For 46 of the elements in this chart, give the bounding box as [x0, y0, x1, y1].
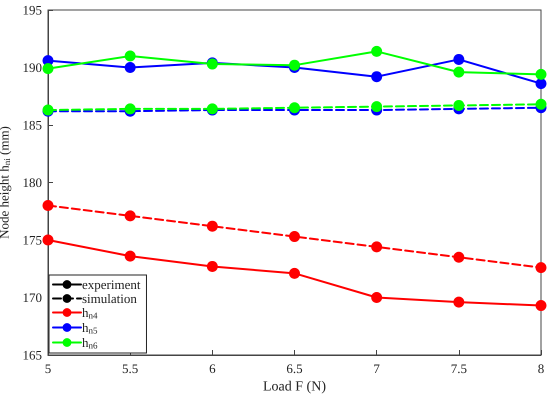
y-tick-label: 195 [22, 2, 42, 18]
y-tick-label: 185 [22, 118, 42, 132]
x-tick-label: 8 [538, 361, 544, 376]
point [536, 98, 546, 110]
x-axis-title: Load F (N) [263, 379, 326, 394]
x-tick-label: 5 [44, 361, 52, 376]
point [124, 103, 136, 114]
y-tick-label: 175 [22, 232, 42, 248]
point [453, 54, 464, 65]
point [371, 101, 382, 112]
legend-label: simulation [82, 291, 138, 306]
point [536, 262, 546, 274]
y-tick-label: 190 [22, 60, 42, 75]
x-tick-label: 6.5 [286, 361, 303, 376]
point [536, 68, 546, 80]
point [42, 234, 54, 246]
point [206, 260, 218, 272]
point [453, 296, 464, 308]
point [289, 268, 300, 279]
point [42, 63, 54, 74]
x-tick-label: 7 [373, 361, 380, 376]
legend-label: experiment [82, 277, 141, 292]
point [124, 250, 136, 262]
point [124, 62, 136, 73]
x-tick-label: 7.5 [450, 361, 467, 376]
point [371, 241, 382, 252]
point [453, 66, 464, 78]
point [453, 252, 464, 263]
y-tick-label: 180 [22, 175, 42, 190]
x-tick-label: 5.5 [122, 361, 138, 376]
point [289, 231, 300, 242]
point [124, 210, 136, 222]
point [536, 78, 546, 90]
point [453, 100, 464, 111]
point [371, 292, 382, 303]
x-tick-label: 6 [209, 361, 216, 376]
point [206, 220, 218, 232]
point [289, 60, 300, 71]
point [536, 300, 546, 312]
point [42, 200, 54, 211]
y-tick-label: 170 [22, 290, 42, 305]
point [371, 46, 382, 57]
point [371, 71, 382, 82]
y-tick-label: 165 [22, 348, 42, 362]
point [124, 50, 136, 62]
point [289, 102, 300, 114]
